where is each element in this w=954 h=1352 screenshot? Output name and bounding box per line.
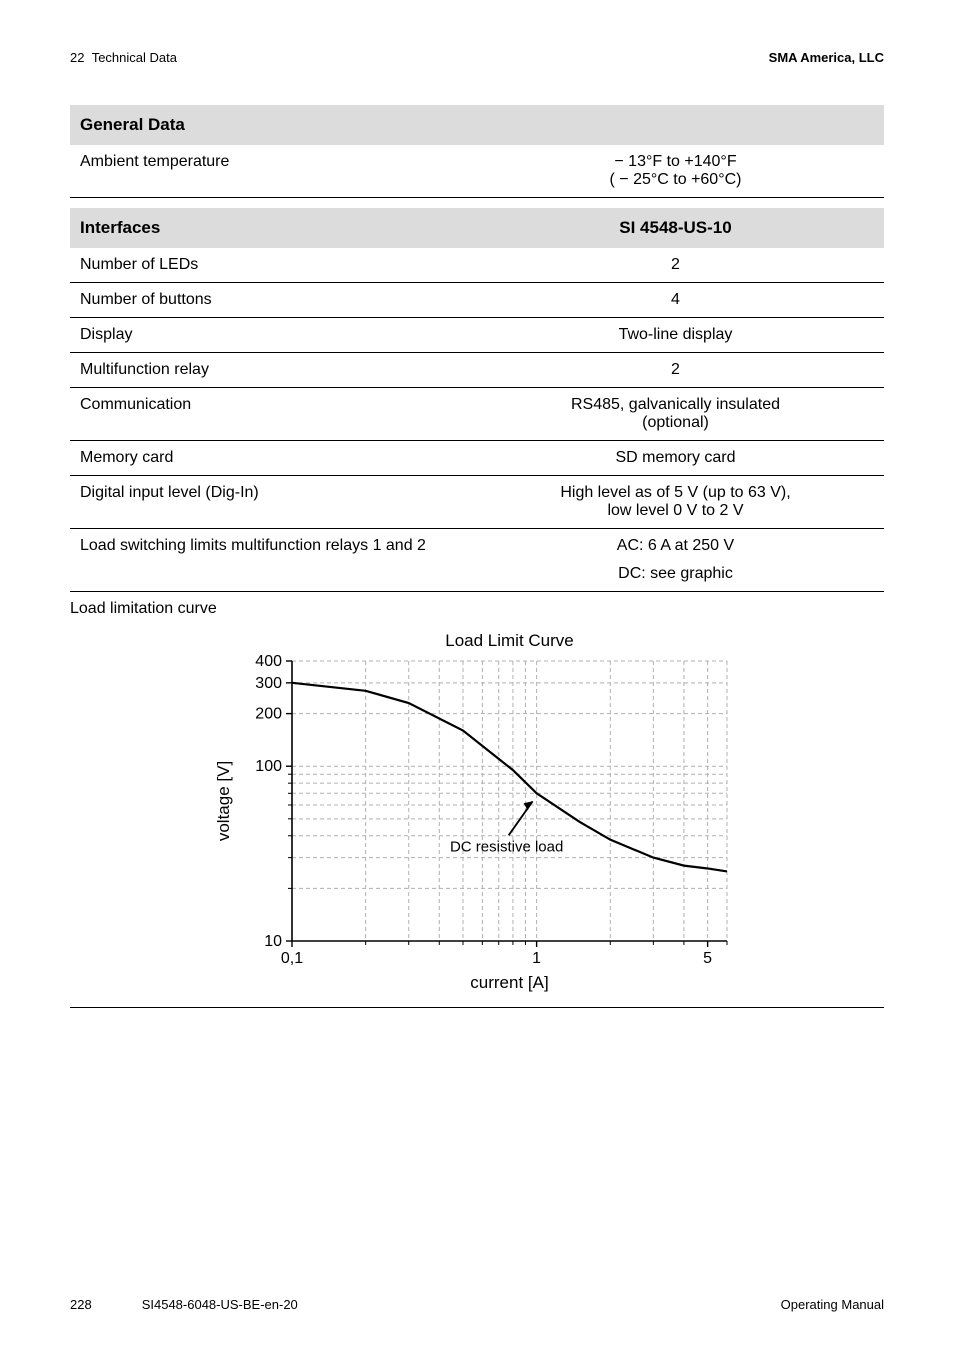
row-value: RS485, galvanically insulated(optional) xyxy=(477,396,874,432)
row-label: Load switching limits multifunction rela… xyxy=(80,537,477,555)
row-value: High level as of 5 V (up to 63 V),low le… xyxy=(477,484,874,520)
svg-text:voltage [V]: voltage [V] xyxy=(214,761,233,841)
row-label: Communication xyxy=(80,396,477,414)
table-row: Number of LEDs2 xyxy=(70,248,884,283)
table-row: Ambient temperature − 13°F to +140°F ( −… xyxy=(70,145,884,198)
page-number: 228 xyxy=(70,1297,92,1312)
svg-text:10: 10 xyxy=(264,933,282,950)
table-row: Load switching limits multifunction rela… xyxy=(70,529,884,592)
svg-text:300: 300 xyxy=(255,675,282,692)
svg-text:DC resistive load: DC resistive load xyxy=(450,838,563,855)
svg-text:5: 5 xyxy=(703,950,712,967)
row-value: AC: 6 A at 250 VDC: see graphic xyxy=(477,537,874,583)
row-value: 2 xyxy=(477,256,874,274)
svg-text:200: 200 xyxy=(255,706,282,723)
load-limit-chart: Load Limit Curve 0,1 1 5 10 100 200 300 400 curre… xyxy=(70,626,884,1008)
row-label: Memory card xyxy=(80,449,477,467)
doc-code: SI4548-6048-US-BE-en-20 xyxy=(142,1297,298,1312)
table-row: Memory cardSD memory card xyxy=(70,441,884,476)
svg-text:100: 100 xyxy=(255,758,282,775)
page-header-left: 22 Technical Data xyxy=(70,50,177,65)
doc-type: Operating Manual xyxy=(781,1297,884,1312)
row-label: Ambient temperature xyxy=(80,153,477,171)
row-value: SD memory card xyxy=(477,449,874,467)
section-heading-general-data: General Data xyxy=(70,105,884,145)
load-limitation-label: Load limitation curve xyxy=(70,592,884,622)
svg-text:current [A]: current [A] xyxy=(470,973,548,992)
table-row: DisplayTwo-line display xyxy=(70,318,884,353)
row-value: 2 xyxy=(477,361,874,379)
svg-text:400: 400 xyxy=(255,653,282,670)
svg-text:0,1: 0,1 xyxy=(281,950,303,967)
table-row: CommunicationRS485, galvanically insulat… xyxy=(70,388,884,441)
row-label: Number of buttons xyxy=(80,291,477,309)
page-header-right: SMA America, LLC xyxy=(769,50,884,65)
row-value: − 13°F to +140°F ( − 25°C to +60°C) xyxy=(477,153,874,189)
svg-text:1: 1 xyxy=(532,950,541,967)
row-label: Number of LEDs xyxy=(80,256,477,274)
table-row: Multifunction relay2 xyxy=(70,353,884,388)
row-value: 4 xyxy=(477,291,874,309)
section-heading-interfaces: Interfaces SI 4548-US-10 xyxy=(70,208,884,248)
table-row: Digital input level (Dig-In)High level a… xyxy=(70,476,884,529)
row-label: Multifunction relay xyxy=(80,361,477,379)
table-row: Number of buttons4 xyxy=(70,283,884,318)
svg-text:Load Limit Curve: Load Limit Curve xyxy=(445,631,574,650)
row-label: Display xyxy=(80,326,477,344)
row-value: Two-line display xyxy=(477,326,874,344)
row-label: Digital input level (Dig-In) xyxy=(80,484,477,502)
